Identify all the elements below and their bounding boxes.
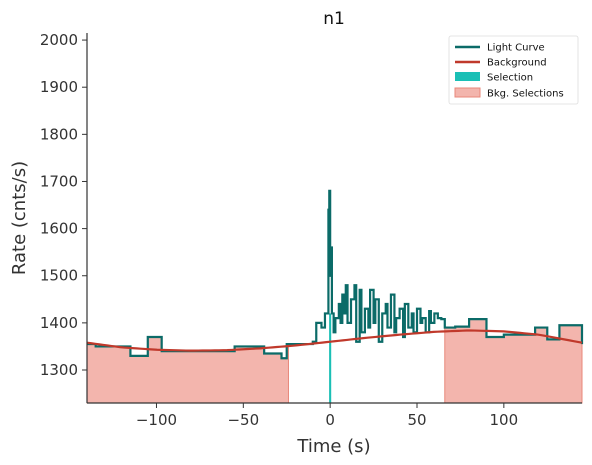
legend-label-selection: Selection	[487, 73, 533, 84]
x-tick-label: −100	[136, 411, 177, 429]
legend-swatch-selection	[455, 72, 480, 81]
y-tick-label: 1500	[40, 267, 78, 285]
y-tick-label: 1900	[40, 78, 78, 96]
legend: Light Curve Background Selection Bkg. Se…	[448, 35, 579, 105]
plot-layer-background-model	[86, 329, 583, 352]
plot-layer-light-curve	[87, 189, 584, 360]
x-tick-label: 50	[407, 411, 426, 429]
light-curve-line	[87, 189, 584, 360]
y-tick-label: 1800	[40, 125, 78, 143]
legend-label-background: Background	[487, 58, 547, 69]
x-axis-title: Time (s)	[296, 436, 370, 457]
x-tick-label: 0	[325, 411, 335, 429]
chart-title: n1	[323, 9, 345, 29]
y-axis-title: Rate (cnts/s)	[9, 161, 30, 275]
legend-frame	[448, 35, 579, 105]
y-tick-label: 2000	[40, 31, 78, 49]
legend-label-bkg-selections: Bkg. Selections	[487, 89, 564, 100]
selection-region	[329, 313, 332, 403]
legend-label-light-curve: Light Curve	[487, 43, 545, 54]
y-tick-label: 1700	[40, 172, 78, 190]
x-ticks: −100 −50 0 50 100	[136, 403, 518, 429]
y-tick-label: 1600	[40, 220, 78, 238]
background-model-line	[86, 329, 583, 352]
legend-swatch-bkg-selections	[454, 87, 481, 98]
y-tick-label: 1300	[40, 361, 78, 379]
x-tick-label: 100	[490, 411, 519, 429]
y-ticks: 1300 1400 1500 1600 1700 1800 1900 2000	[40, 31, 87, 379]
y-tick-label: 1400	[40, 314, 78, 332]
x-tick-label: −50	[227, 411, 259, 429]
plot-layer-selection	[329, 313, 332, 403]
